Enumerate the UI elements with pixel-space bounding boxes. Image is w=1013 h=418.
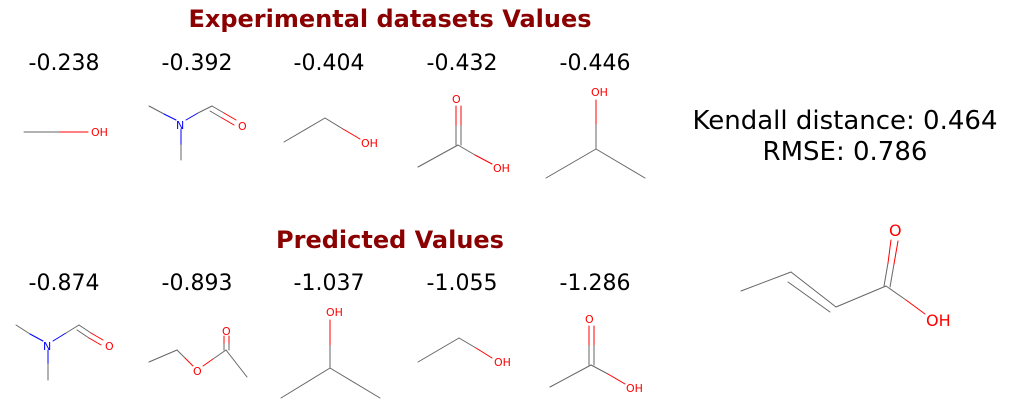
atom-label-oh: OH xyxy=(626,382,643,395)
molecule-isopropanol: OH xyxy=(545,86,646,179)
atom-label-oh: OH xyxy=(361,137,378,150)
atom-label-o: O xyxy=(889,221,902,240)
atom-label-o: O xyxy=(585,313,594,326)
atom-label-n: N xyxy=(176,119,184,132)
predicted-value: -1.037 xyxy=(293,271,365,296)
atom-label-o: O xyxy=(193,365,202,378)
predicted-value: -1.055 xyxy=(426,271,498,296)
predicted-value: -0.874 xyxy=(28,271,100,296)
experimental-value: -0.432 xyxy=(426,51,498,76)
atom-label-o: O xyxy=(452,93,461,106)
experimental-value: -0.404 xyxy=(293,51,365,76)
metrics-block: Kendall distance: 0.464 RMSE: 0.786 xyxy=(670,106,1013,168)
kendall-distance: Kendall distance: 0.464 xyxy=(692,106,998,136)
experimental-value: -0.446 xyxy=(559,51,631,76)
molecule-crotonic-acid: O OH xyxy=(740,221,951,330)
molecule-ethanol: OH xyxy=(283,117,378,150)
atom-label-oh: OH xyxy=(494,356,511,369)
molecule-dmf: N O xyxy=(15,324,114,381)
atom-label-o: O xyxy=(105,340,114,353)
molecule-ethyl-acetate: O O xyxy=(148,325,248,378)
predicted-title: Predicted Values xyxy=(276,226,504,254)
atom-label-oh: OH xyxy=(326,306,343,319)
molecule-ethanol: OH xyxy=(417,337,511,369)
molecule-acetic-acid: O OH xyxy=(549,313,643,395)
predicted-value: -0.893 xyxy=(161,271,233,296)
atom-label-oh: OH xyxy=(591,86,608,99)
atom-label-oh: OH xyxy=(493,162,510,175)
molecule-methanol: OH xyxy=(23,126,108,139)
atom-label-n: N xyxy=(43,340,51,353)
rmse: RMSE: 0.786 xyxy=(762,137,928,167)
atom-label-o: O xyxy=(238,120,247,133)
experimental-title: Experimental datasets Values xyxy=(188,5,592,33)
predicted-value: -1.286 xyxy=(559,271,631,296)
atom-label-oh: OH xyxy=(926,311,951,330)
experimental-value: -0.238 xyxy=(28,51,100,76)
molecule-acetic-acid: O OH xyxy=(417,93,510,175)
experimental-value: -0.392 xyxy=(161,51,233,76)
molecule-dmf: N O xyxy=(148,105,247,161)
molecule-isopropanol: OH xyxy=(280,306,381,399)
atom-label-oh: OH xyxy=(91,126,108,139)
atom-label-o: O xyxy=(222,325,231,338)
